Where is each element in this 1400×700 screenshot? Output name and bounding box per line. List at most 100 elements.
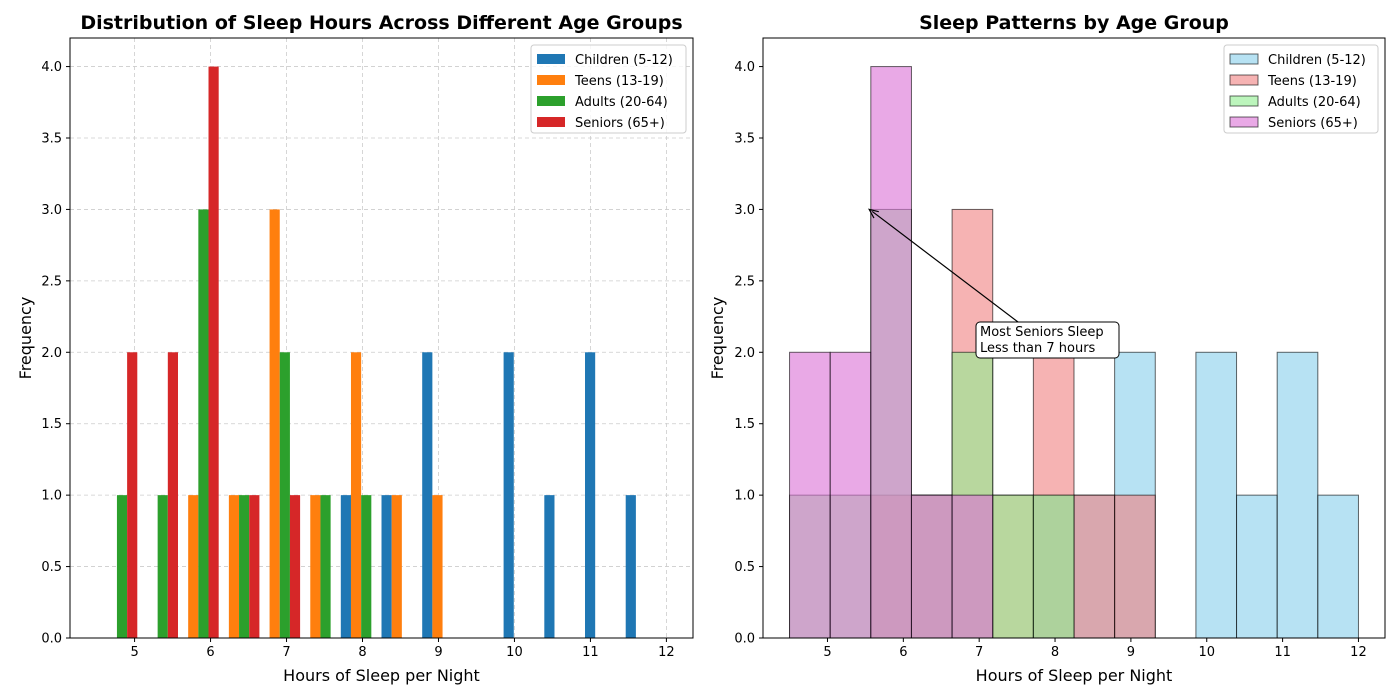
legend-label: Children (5-12) xyxy=(575,53,673,68)
annotation-arrow xyxy=(871,210,1019,323)
x-tick-label: 9 xyxy=(434,645,442,660)
bar xyxy=(350,352,362,638)
x-axis-label: Hours of Sleep per Night xyxy=(976,666,1173,685)
y-tick-label: 4.0 xyxy=(41,60,62,75)
x-tick-label: 7 xyxy=(975,645,983,660)
y-tick-label: 2.5 xyxy=(41,274,62,289)
bar xyxy=(249,495,260,638)
bar xyxy=(228,495,240,638)
legend-swatch xyxy=(537,75,565,85)
bars xyxy=(116,66,636,639)
histogram-panel-overlaid: Sleep Patterns by Age Group 5 6 7 8 9 10 11 12 0… xyxy=(708,12,1386,685)
annotation-text: Most Seniors Sleep xyxy=(980,325,1104,340)
x-tick-label: 6 xyxy=(899,645,907,660)
bar xyxy=(289,495,301,638)
y-tick-label: 1.0 xyxy=(41,489,62,504)
chart-title: Sleep Patterns by Age Group xyxy=(919,12,1229,34)
bar xyxy=(1195,351,1238,639)
y-tick-label: 2.0 xyxy=(734,346,755,361)
legend-swatch xyxy=(1229,74,1259,86)
x-tick-label: 12 xyxy=(1350,645,1367,660)
x-tick-label: 6 xyxy=(206,645,214,660)
legend-box xyxy=(1223,44,1379,134)
y-tick-label: 3.5 xyxy=(41,132,62,147)
annotation-text: Less than 7 hours xyxy=(980,341,1096,356)
y-tick-label: 3.5 xyxy=(734,132,755,147)
bar xyxy=(361,495,372,638)
axis-ticks: 5 6 7 8 9 10 11 12 0.0 0.5 1.0 1.5 2.0 2.5 3.0 3.5 4.0 xyxy=(41,60,674,660)
x-axis-label: Hours of Sleep per Night xyxy=(283,666,480,685)
plot-frame xyxy=(762,37,1386,639)
bar xyxy=(544,495,555,638)
y-tick-label: 2.0 xyxy=(41,346,62,361)
axis-ticks: 5 6 7 8 9 10 11 12 0.0 0.5 1.0 1.5 2.0 2.5 3.0 3.5 4.0 xyxy=(734,60,1366,660)
x-tick-label: 11 xyxy=(1274,645,1291,660)
bar xyxy=(422,352,433,638)
y-tick-label: 4.0 xyxy=(734,60,755,75)
y-tick-label: 0.0 xyxy=(734,632,755,647)
bar xyxy=(320,495,331,638)
x-tick-label: 12 xyxy=(658,645,675,660)
bar xyxy=(391,495,402,638)
legend-swatch xyxy=(1229,95,1259,107)
x-tick-label: 10 xyxy=(506,645,523,660)
bar xyxy=(269,209,280,638)
bar xyxy=(503,352,514,638)
x-tick-label: 9 xyxy=(1127,645,1135,660)
bar xyxy=(432,495,443,638)
bar xyxy=(1317,494,1359,639)
legend-label: Seniors (65+) xyxy=(1268,116,1358,131)
y-tick-label: 0.5 xyxy=(734,560,755,575)
legend-box xyxy=(530,44,687,134)
x-tick-label: 8 xyxy=(358,645,366,660)
x-tick-label: 7 xyxy=(282,645,290,660)
legend-swatch xyxy=(1229,53,1259,65)
legend-label: Adults (20-64) xyxy=(575,95,668,110)
bar xyxy=(1073,494,1116,639)
bar xyxy=(789,351,831,639)
bar xyxy=(1032,494,1075,639)
bar xyxy=(157,495,168,638)
y-axis-label: Frequency xyxy=(16,297,35,380)
bar xyxy=(116,495,128,638)
histogram-panel-grouped: Distribution of Sleep Hours Across Diffe… xyxy=(16,12,694,685)
legend-label: Children (5-12) xyxy=(1268,53,1366,68)
bar xyxy=(625,495,636,638)
bar xyxy=(340,495,351,638)
y-tick-label: 1.5 xyxy=(41,417,62,432)
x-tick-label: 5 xyxy=(823,645,831,660)
bar xyxy=(585,352,596,638)
legend: Children (5-12) Teens (13-19) Adults (20-6… xyxy=(530,44,687,134)
y-tick-label: 0.0 xyxy=(41,632,62,647)
legend-swatch xyxy=(1229,116,1259,128)
legend-label: Adults (20-64) xyxy=(1268,95,1361,110)
bar xyxy=(188,495,199,638)
x-tick-label: 10 xyxy=(1198,645,1215,660)
bar xyxy=(239,495,250,638)
bar xyxy=(1236,494,1278,639)
bar xyxy=(992,494,1034,639)
bar xyxy=(951,494,994,639)
bar xyxy=(279,352,290,638)
plot-frame xyxy=(69,37,694,639)
bar xyxy=(127,352,138,638)
annotation-arrowhead xyxy=(868,208,879,219)
bar xyxy=(167,352,178,638)
legend: Children (5-12) Teens (13-19) Adults (20-6… xyxy=(1223,44,1379,134)
legend-label: Teens (13-19) xyxy=(574,74,664,89)
bar xyxy=(310,495,321,638)
bar xyxy=(381,495,392,638)
x-tick-label: 5 xyxy=(130,645,138,660)
y-tick-label: 2.5 xyxy=(734,274,755,289)
bar xyxy=(208,66,219,639)
bar xyxy=(829,351,872,639)
y-tick-label: 3.0 xyxy=(734,203,755,218)
y-tick-label: 3.0 xyxy=(41,203,62,218)
bars xyxy=(789,66,1359,639)
bar xyxy=(870,66,912,639)
y-tick-label: 0.5 xyxy=(41,560,62,575)
bar xyxy=(1276,351,1319,639)
x-tick-label: 11 xyxy=(582,645,599,660)
